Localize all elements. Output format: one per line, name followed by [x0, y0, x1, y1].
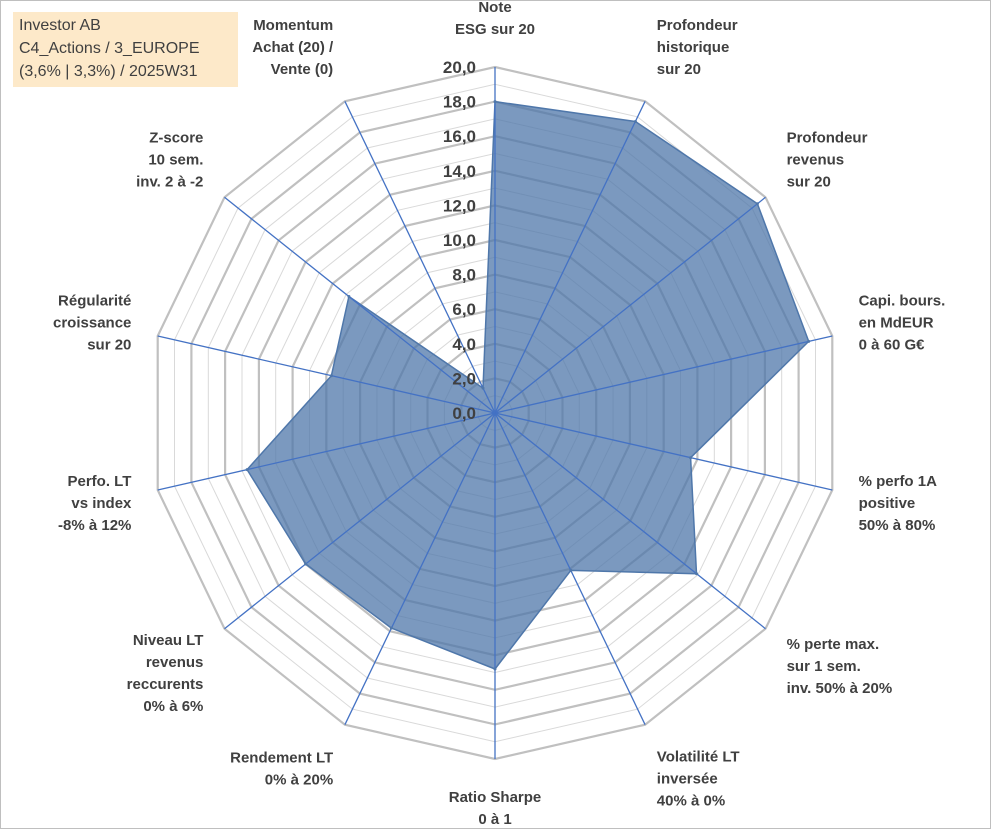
tick-label: 16,0: [443, 127, 476, 146]
axis-label: Rendement LT 0% à 20%: [230, 750, 333, 789]
axis-spoke: [494, 101, 646, 414]
axis-label-line: Vente (0): [271, 61, 334, 78]
axis-label-line: 50% à 80%: [859, 517, 936, 534]
axis-spoke: [344, 101, 496, 414]
axis-label-line: sur 20: [657, 61, 701, 78]
tick-label: 10,0: [443, 231, 476, 250]
axis-spoke: [344, 412, 496, 725]
axis-label-line: % perfo 1A: [859, 473, 938, 490]
axis-label-line: Profondeur: [787, 130, 868, 147]
axis-spoke: [157, 335, 496, 414]
axis-label-line: en MdEUR: [859, 315, 934, 332]
axis-spoke: [224, 412, 496, 630]
axis-label: Ratio Sharpe 0 à 1: [449, 789, 542, 828]
axis-label: Profondeur historique sur 20: [657, 17, 738, 78]
tick-label: 4,0: [452, 335, 476, 354]
axis-label-line: sur 20: [87, 337, 131, 354]
tick-label: 20,0: [443, 58, 476, 77]
axis-label-line: Z-score: [149, 130, 203, 147]
data-point: [493, 667, 497, 671]
data-point: [689, 456, 693, 460]
info-title: Investor AB: [19, 17, 101, 34]
axis-label-line: ESG sur 20: [455, 21, 535, 38]
axis-spoke: [494, 412, 766, 630]
data-point: [695, 572, 698, 576]
data-point: [755, 202, 759, 206]
tick-label: 14,0: [443, 162, 476, 181]
axis-label-line: 0% à 20%: [265, 772, 333, 789]
axis-spoke: [494, 335, 833, 414]
data-point: [389, 626, 393, 630]
tick-label: 12,0: [443, 196, 476, 215]
axis-label: % perfo 1A positive 50% à 80%: [859, 473, 938, 534]
axis-label-line: revenus: [146, 654, 204, 671]
axis-spoke: [494, 196, 766, 414]
data-series-area: [246, 100, 810, 670]
axis-label-line: vs index: [71, 495, 132, 512]
axis-label-line: sur 20: [787, 174, 831, 191]
axis-label-line: inv. 2 à -2: [136, 174, 203, 191]
axis-label-line: Niveau LT: [133, 632, 204, 649]
data-point: [245, 468, 249, 472]
axis-spoke: [494, 412, 833, 491]
axis-label-line: Rendement LT: [230, 750, 333, 767]
axis-label-line: revenus: [787, 152, 845, 169]
axis-label: Capi. bours. en MdEUR 0 à 60 G€: [859, 293, 946, 354]
axis-label-line: sur 1 sem.: [787, 658, 861, 675]
axis-label: Momentum Achat (20) / Vente (0): [252, 17, 334, 78]
data-point: [807, 339, 811, 343]
axis-label: % perte max. sur 1 sem. inv. 50% à 20%: [787, 636, 893, 697]
axis-label-line: Note: [478, 0, 511, 16]
axis-label-line: 40% à 0%: [657, 793, 725, 810]
tick-label: 0,0: [452, 404, 476, 423]
axis-label: Perfo. LT vs index -8% à 12%: [58, 473, 132, 534]
axis-label-line: 0 à 60 G€: [859, 337, 926, 354]
axis-spoke: [494, 412, 646, 725]
axis-label-line: Profondeur: [657, 17, 738, 34]
axis-label-line: reccurents: [127, 676, 204, 693]
axis-label-line: inv. 50% à 20%: [787, 680, 893, 697]
axis-label-line: % perte max.: [787, 636, 880, 653]
data-point: [493, 100, 497, 104]
data-point: [304, 562, 308, 566]
axis-label: Régularité croissance sur 20: [53, 293, 131, 354]
axis-label-line: 0% à 6%: [143, 698, 203, 715]
axis-label-line: croissance: [53, 315, 131, 332]
info-category: C4_Actions / 3_EUROPE: [19, 40, 200, 57]
data-point: [347, 295, 351, 298]
data-point: [633, 120, 637, 123]
info-stats: (3,6% | 3,3%) / 2025W31: [19, 63, 198, 80]
data-point: [569, 568, 573, 572]
axis-label-line: Capi. bours.: [859, 293, 946, 310]
axis-spoke: [157, 412, 496, 491]
axis-spoke: [224, 196, 496, 414]
tick-label: 18,0: [443, 93, 476, 112]
data-point: [329, 374, 333, 378]
axis-label-line: Achat (20) /: [252, 39, 334, 56]
axis-label-line: Ratio Sharpe: [449, 789, 542, 806]
info-box: Investor AB C4_Actions / 3_EUROPE (3,6% …: [13, 12, 238, 87]
axis-label-line: positive: [859, 495, 916, 512]
axis-label-line: Volatilité LT: [657, 749, 740, 766]
axis-label-line: -8% à 12%: [58, 517, 131, 534]
axis-label-line: Perfo. LT: [68, 473, 132, 490]
axis-label-line: 0 à 1: [478, 811, 511, 828]
axis-label-line: inversée: [657, 771, 718, 788]
tick-label: 8,0: [452, 266, 476, 285]
axis-label: Volatilité LT inversée 40% à 0%: [657, 749, 740, 810]
axis-label: Niveau LT revenus reccurents 0% à 6%: [127, 632, 204, 715]
axis-label-line: historique: [657, 39, 730, 56]
tick-label: 2,0: [452, 369, 476, 388]
axis-label-line: Régularité: [58, 293, 131, 310]
data-point: [481, 386, 485, 390]
axis-label: Profondeur revenus sur 20: [787, 130, 868, 191]
axis-label: Note ESG sur 20: [455, 0, 535, 38]
axis-label: Z-score 10 sem. inv. 2 à -2: [136, 130, 203, 191]
axis-label-line: Momentum: [253, 17, 333, 34]
tick-label: 6,0: [452, 300, 476, 319]
axis-label-line: 10 sem.: [148, 152, 203, 169]
